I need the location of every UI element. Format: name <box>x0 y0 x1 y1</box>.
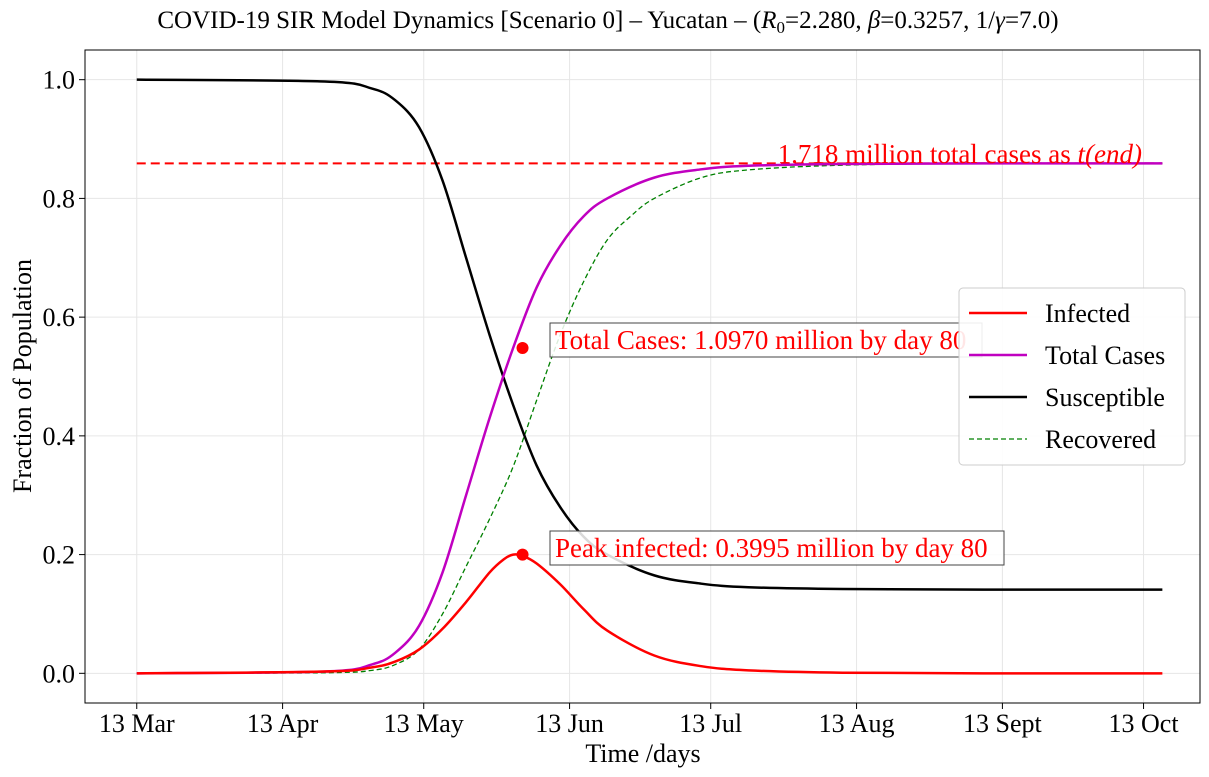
legend: Infected Total Cases Susceptible Recovered <box>958 287 1186 466</box>
legend-label: Susceptible <box>1045 383 1165 412</box>
peak-infected-annotation: Peak infected: 0.3995 million by day 80 <box>555 533 988 563</box>
legend-label: Recovered <box>1045 425 1156 454</box>
x-tick-label: 13 May <box>384 709 464 738</box>
y-tick-label: 1.0 <box>43 66 76 95</box>
y-tick-label: 0.2 <box>43 541 76 570</box>
x-tick-label: 13 Sept <box>963 709 1043 738</box>
total-cases-annotation: Total Cases: 1.0970 million by day 80 <box>555 325 966 355</box>
legend-box <box>958 287 1186 466</box>
x-axis-label: Time /days <box>585 739 700 768</box>
y-tick-label: 0.0 <box>43 659 76 688</box>
markers <box>516 342 529 561</box>
y-tick-label: 0.6 <box>43 303 76 332</box>
series-susceptible <box>136 78 1163 591</box>
y-axis-label: Fraction of Population <box>8 259 37 493</box>
x-tick-label: 13 Apr <box>247 709 319 738</box>
legend-label: Infected <box>1045 299 1130 328</box>
x-tick-label: 13 Mar <box>99 709 175 738</box>
y-axis: 0.0 0.2 0.4 0.6 0.8 1.0 <box>43 66 85 688</box>
legend-label: Total Cases <box>1045 341 1165 370</box>
x-tick-label: 13 Oct <box>1109 709 1180 738</box>
x-tick-label: 13 Aug <box>819 709 895 738</box>
total-cases-line-label: 1.718 million total cases as t(end) <box>778 139 1142 169</box>
peak-infected-annotation-box <box>549 530 1005 566</box>
series-total-cases <box>136 162 1163 675</box>
x-axis: 13 Mar 13 Apr 13 May 13 Jun 13 Jul 13 Aug 13 S… <box>99 703 1180 738</box>
marker-point <box>516 548 529 561</box>
y-tick-label: 0.8 <box>43 184 76 213</box>
chart-title: COVID-19 SIR Model Dynamics [Scenario 0]… <box>157 7 1058 37</box>
series-infected <box>136 553 1163 675</box>
marker-point <box>516 342 529 355</box>
y-tick-label: 0.4 <box>43 422 76 451</box>
x-tick-label: 13 Jun <box>535 709 604 738</box>
plot-frame <box>84 49 1201 704</box>
grid-lines <box>85 50 1200 703</box>
x-tick-label: 13 Jul <box>679 709 742 738</box>
